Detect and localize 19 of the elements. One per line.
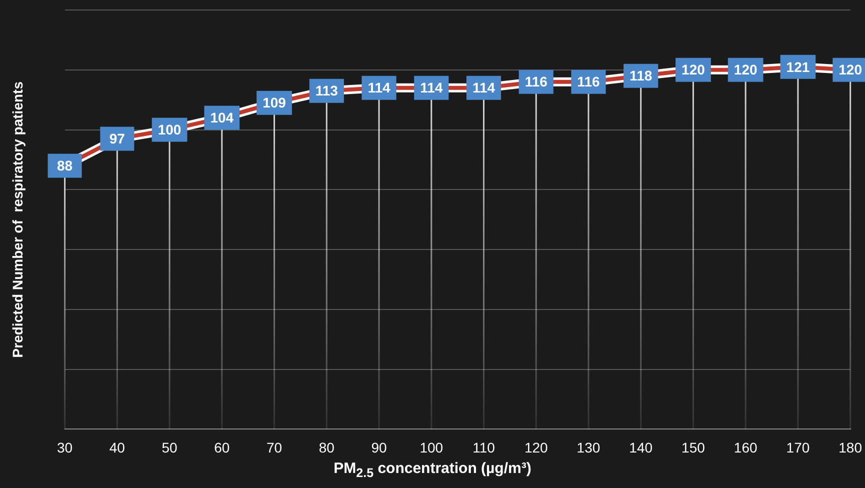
x-tick-label: 110: [472, 439, 496, 456]
x-tick-label: 60: [214, 439, 230, 456]
x-tick-label: 170: [786, 439, 810, 456]
x-tick-label: 180: [838, 439, 862, 456]
x-tick-label: 100: [420, 439, 444, 456]
x-tick-label: 70: [266, 439, 282, 456]
x-tick-label: 130: [576, 439, 600, 456]
x-tick-label: 150: [682, 439, 706, 456]
x-tick-label: 160: [734, 439, 758, 456]
x-tick-label: 140: [629, 439, 653, 456]
y-axis-title: Predicted Number of respiratory patients: [9, 81, 26, 358]
x-tick-label: 40: [109, 439, 126, 456]
x-tick-label: 80: [318, 439, 335, 456]
x-axis-title: PM$_{2.5}$ concentration (µg/m³): [332, 460, 532, 480]
data-label: 120: [838, 62, 862, 78]
x-tick-label: 90: [371, 439, 388, 456]
x-tick-label: 120: [524, 439, 548, 456]
x-tick-label: 30: [57, 439, 73, 456]
x-tick-label: 50: [162, 439, 178, 456]
